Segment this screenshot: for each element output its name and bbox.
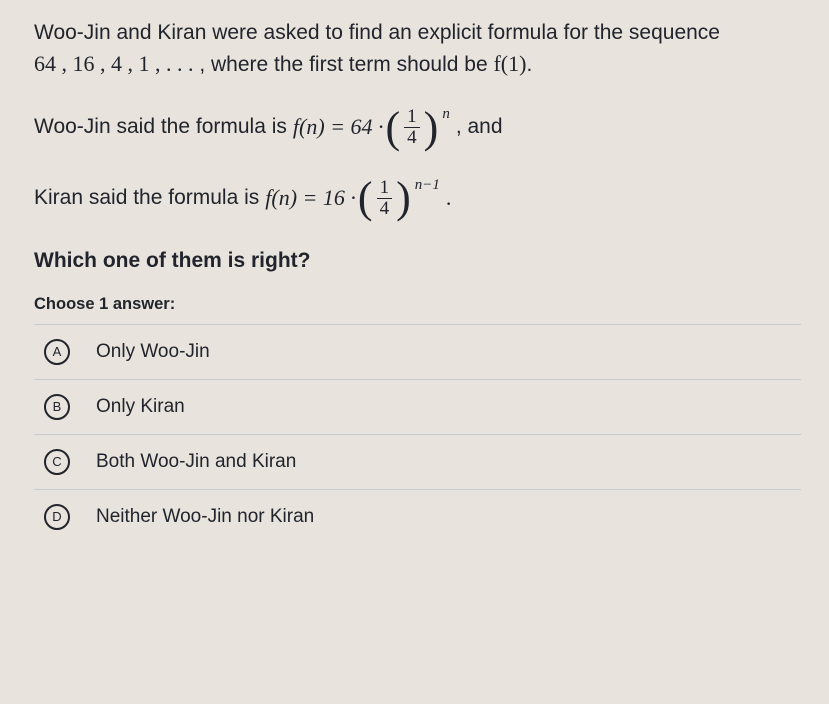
- option-a[interactable]: A Only Woo-Jin: [34, 324, 801, 379]
- option-letter-badge: C: [44, 449, 70, 475]
- woojin-fn: f(n) = 64 ·: [293, 110, 384, 144]
- frac-num: 1: [404, 107, 420, 127]
- choose-instruction: Choose 1 answer:: [34, 295, 801, 314]
- problem-intro: Woo-Jin and Kiran were asked to find an …: [34, 18, 801, 81]
- option-c-text: Both Woo-Jin and Kiran: [96, 451, 296, 473]
- option-letter-badge: D: [44, 504, 70, 530]
- option-d-text: Neither Woo-Jin nor Kiran: [96, 506, 314, 528]
- sequence-values: 64 , 16 , 4 , 1 , . . .: [34, 48, 194, 80]
- woojin-statement: Woo-Jin said the formula is f(n) = 64 · …: [34, 107, 801, 148]
- option-d[interactable]: D Neither Woo-Jin nor Kiran: [34, 489, 801, 544]
- frac-den: 4: [404, 127, 420, 148]
- kiran-fn: f(n) = 16 ·: [265, 181, 356, 215]
- question-prompt: Which one of them is right?: [34, 249, 801, 273]
- option-letter-badge: B: [44, 394, 70, 420]
- left-paren-icon: (: [386, 108, 401, 148]
- fraction-1-4: 1 4: [377, 178, 393, 219]
- frac-num: 1: [377, 178, 393, 198]
- fraction-1-4: 1 4: [404, 107, 420, 148]
- exponent-n-1: n−1: [415, 174, 440, 197]
- frac-den: 4: [377, 198, 393, 219]
- option-b[interactable]: B Only Kiran: [34, 379, 801, 434]
- woojin-tail: , and: [456, 111, 503, 144]
- option-letter-badge: A: [44, 339, 70, 365]
- woojin-lead: Woo-Jin said the formula is: [34, 111, 287, 144]
- intro-text-2: , where the first term should be: [199, 53, 493, 76]
- option-b-text: Only Kiran: [96, 396, 185, 418]
- option-c[interactable]: C Both Woo-Jin and Kiran: [34, 434, 801, 489]
- kiran-formula: f(n) = 16 · ( 1 4 ) n−1: [265, 178, 440, 219]
- right-paren-icon: ): [396, 178, 411, 218]
- kiran-statement: Kiran said the formula is f(n) = 16 · ( …: [34, 178, 801, 219]
- option-a-text: Only Woo-Jin: [96, 341, 210, 363]
- right-paren-icon: ): [424, 108, 439, 148]
- kiran-lead: Kiran said the formula is: [34, 182, 259, 215]
- f-of-1: f(1): [493, 48, 526, 80]
- left-paren-icon: (: [358, 178, 373, 218]
- kiran-tail: .: [446, 181, 452, 215]
- exponent-n: n: [442, 103, 450, 126]
- woojin-formula: f(n) = 64 · ( 1 4 ) n: [293, 107, 450, 148]
- intro-text-1: Woo-Jin and Kiran were asked to find an …: [34, 21, 720, 44]
- intro-period: .: [526, 53, 532, 76]
